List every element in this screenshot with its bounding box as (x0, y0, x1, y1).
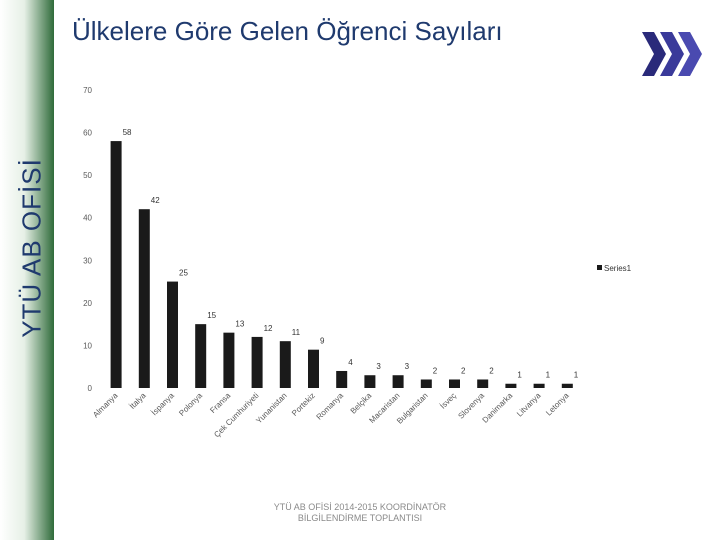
y-tick-label: 20 (83, 299, 92, 308)
bar (308, 349, 319, 388)
bar (167, 281, 178, 388)
x-tick-label: Yunanistan (254, 391, 288, 425)
data-label: 11 (292, 328, 301, 337)
data-label: 9 (320, 337, 325, 346)
x-tick-label: Fransa (208, 391, 232, 415)
y-tick-label: 0 (88, 384, 93, 393)
y-tick-label: 60 (83, 129, 92, 138)
y-tick-label: 10 (83, 341, 92, 350)
bar (110, 141, 122, 388)
bar (533, 383, 545, 388)
bar (449, 379, 460, 388)
legend-swatch (597, 265, 602, 270)
y-tick-label: 30 (83, 256, 92, 265)
y-tick-label: 70 (83, 86, 92, 95)
bar (561, 383, 573, 388)
sidebar-band: YTÜ AB OFİSİ (0, 0, 54, 540)
x-tick-label: Danimarka (481, 391, 515, 425)
slide-title: Ülkelere Göre Gelen Öğrenci Sayıları (72, 16, 503, 46)
x-tick-label: İspanya (150, 391, 177, 418)
data-label: 2 (461, 366, 466, 375)
footer-line-2: BİLGİLENDİRME TOPLANTISI (297, 513, 423, 523)
data-label: 1 (574, 371, 579, 380)
bar (364, 375, 376, 388)
data-label: 2 (433, 366, 438, 375)
bar (392, 375, 404, 388)
data-label: 15 (207, 311, 216, 320)
slide-footer: YTÜ AB OFİSİ 2014-2015 KOORDİNATÖR BİLGİ… (240, 502, 480, 524)
double-chevron-right-icon[interactable] (640, 28, 708, 80)
bar (195, 324, 207, 388)
data-label: 2 (489, 366, 494, 375)
data-label: 25 (179, 269, 188, 278)
legend-label: Series1 (604, 264, 632, 273)
data-label: 58 (123, 128, 132, 137)
x-tick-label: Almanya (91, 391, 120, 420)
x-tick-label: Belçika (349, 391, 374, 416)
bar (505, 383, 517, 388)
x-tick-label: Portekiz (290, 391, 317, 418)
y-tick-label: 40 (83, 214, 92, 223)
bar (279, 341, 291, 388)
data-label: 12 (264, 324, 273, 333)
data-label: 42 (151, 196, 160, 205)
x-tick-label: İsveç (438, 391, 458, 411)
x-tick-label: Romanya (315, 391, 346, 422)
bar (477, 379, 489, 388)
bar (336, 370, 348, 388)
x-tick-label: Letonya (544, 391, 571, 418)
data-label: 3 (405, 362, 410, 371)
data-label: 1 (546, 371, 551, 380)
data-label: 4 (348, 358, 353, 367)
y-tick-label: 50 (83, 171, 92, 180)
data-label: 3 (376, 362, 381, 371)
footer-line-1: YTÜ AB OFİSİ 2014-2015 KOORDİNATÖR (273, 502, 447, 512)
x-tick-label: İtalya (128, 391, 148, 411)
bar (420, 379, 432, 388)
x-tick-label: Litvanya (515, 391, 543, 419)
bar (223, 332, 235, 388)
bar (138, 209, 150, 388)
x-tick-label: Polonya (177, 391, 204, 418)
data-label: 13 (235, 320, 244, 329)
bar (251, 336, 263, 388)
data-label: 1 (517, 371, 522, 380)
